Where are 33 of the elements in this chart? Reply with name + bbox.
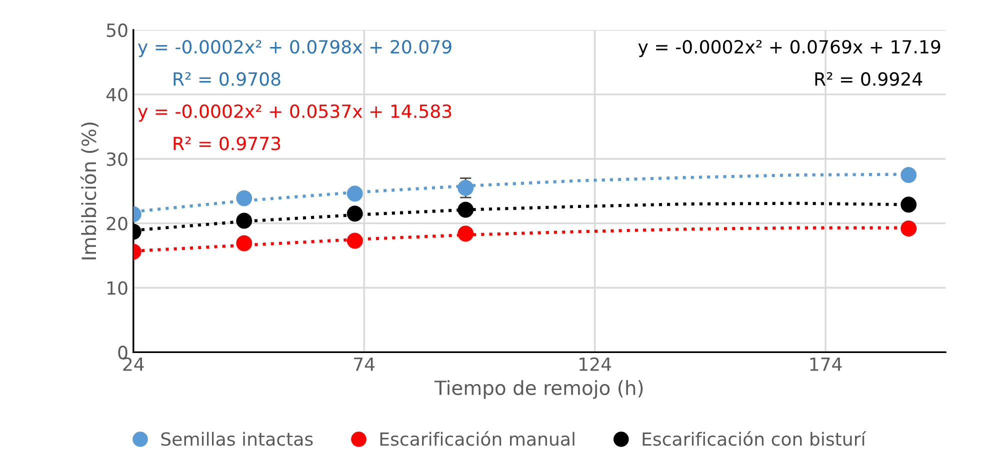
point [236,212,252,229]
point [346,206,363,222]
legend-label: Semillas intactas [161,432,313,446]
point [346,186,363,202]
point [900,166,917,183]
point [236,190,252,206]
point [900,220,917,236]
point [236,235,252,252]
point [458,202,474,218]
annotation: y = -0.0002x² + 0.0537x + 14.583 [138,104,452,122]
annotation: R² = 0.9924 [815,72,922,86]
y-tick-label: 50 [106,23,128,38]
x-tick-label: 174 [810,358,842,371]
point [458,226,474,242]
y-tick-label: 20 [106,216,128,230]
x-tick-label: 24 [123,357,144,371]
point [346,232,363,249]
y-tick-label: 40 [106,88,128,102]
annotation: y = -0.0002x² + 0.0769x + 17.19 [638,40,940,58]
x-tick-label: 74 [354,358,375,371]
y-axis-title: Imbibición (%) [80,122,99,260]
x-axis-title: Tiempo de remojo (h) [434,380,643,399]
annotation: R² = 0.9708 [174,72,280,86]
legend-label: Escarificación manual [380,431,574,446]
point [458,180,474,196]
annotation: y = -0.0002x² + 0.0798x + 20.079 [138,40,452,58]
x-tick-label: 124 [580,357,612,371]
annotation: R² = 0.9773 [174,136,280,150]
legend-label: Escarificación con bisturí [642,431,866,446]
y-tick-label: 30 [106,152,128,166]
y-tick-label: 10 [108,281,128,295]
y-tick-label: 0 [118,346,128,360]
point [900,196,917,213]
